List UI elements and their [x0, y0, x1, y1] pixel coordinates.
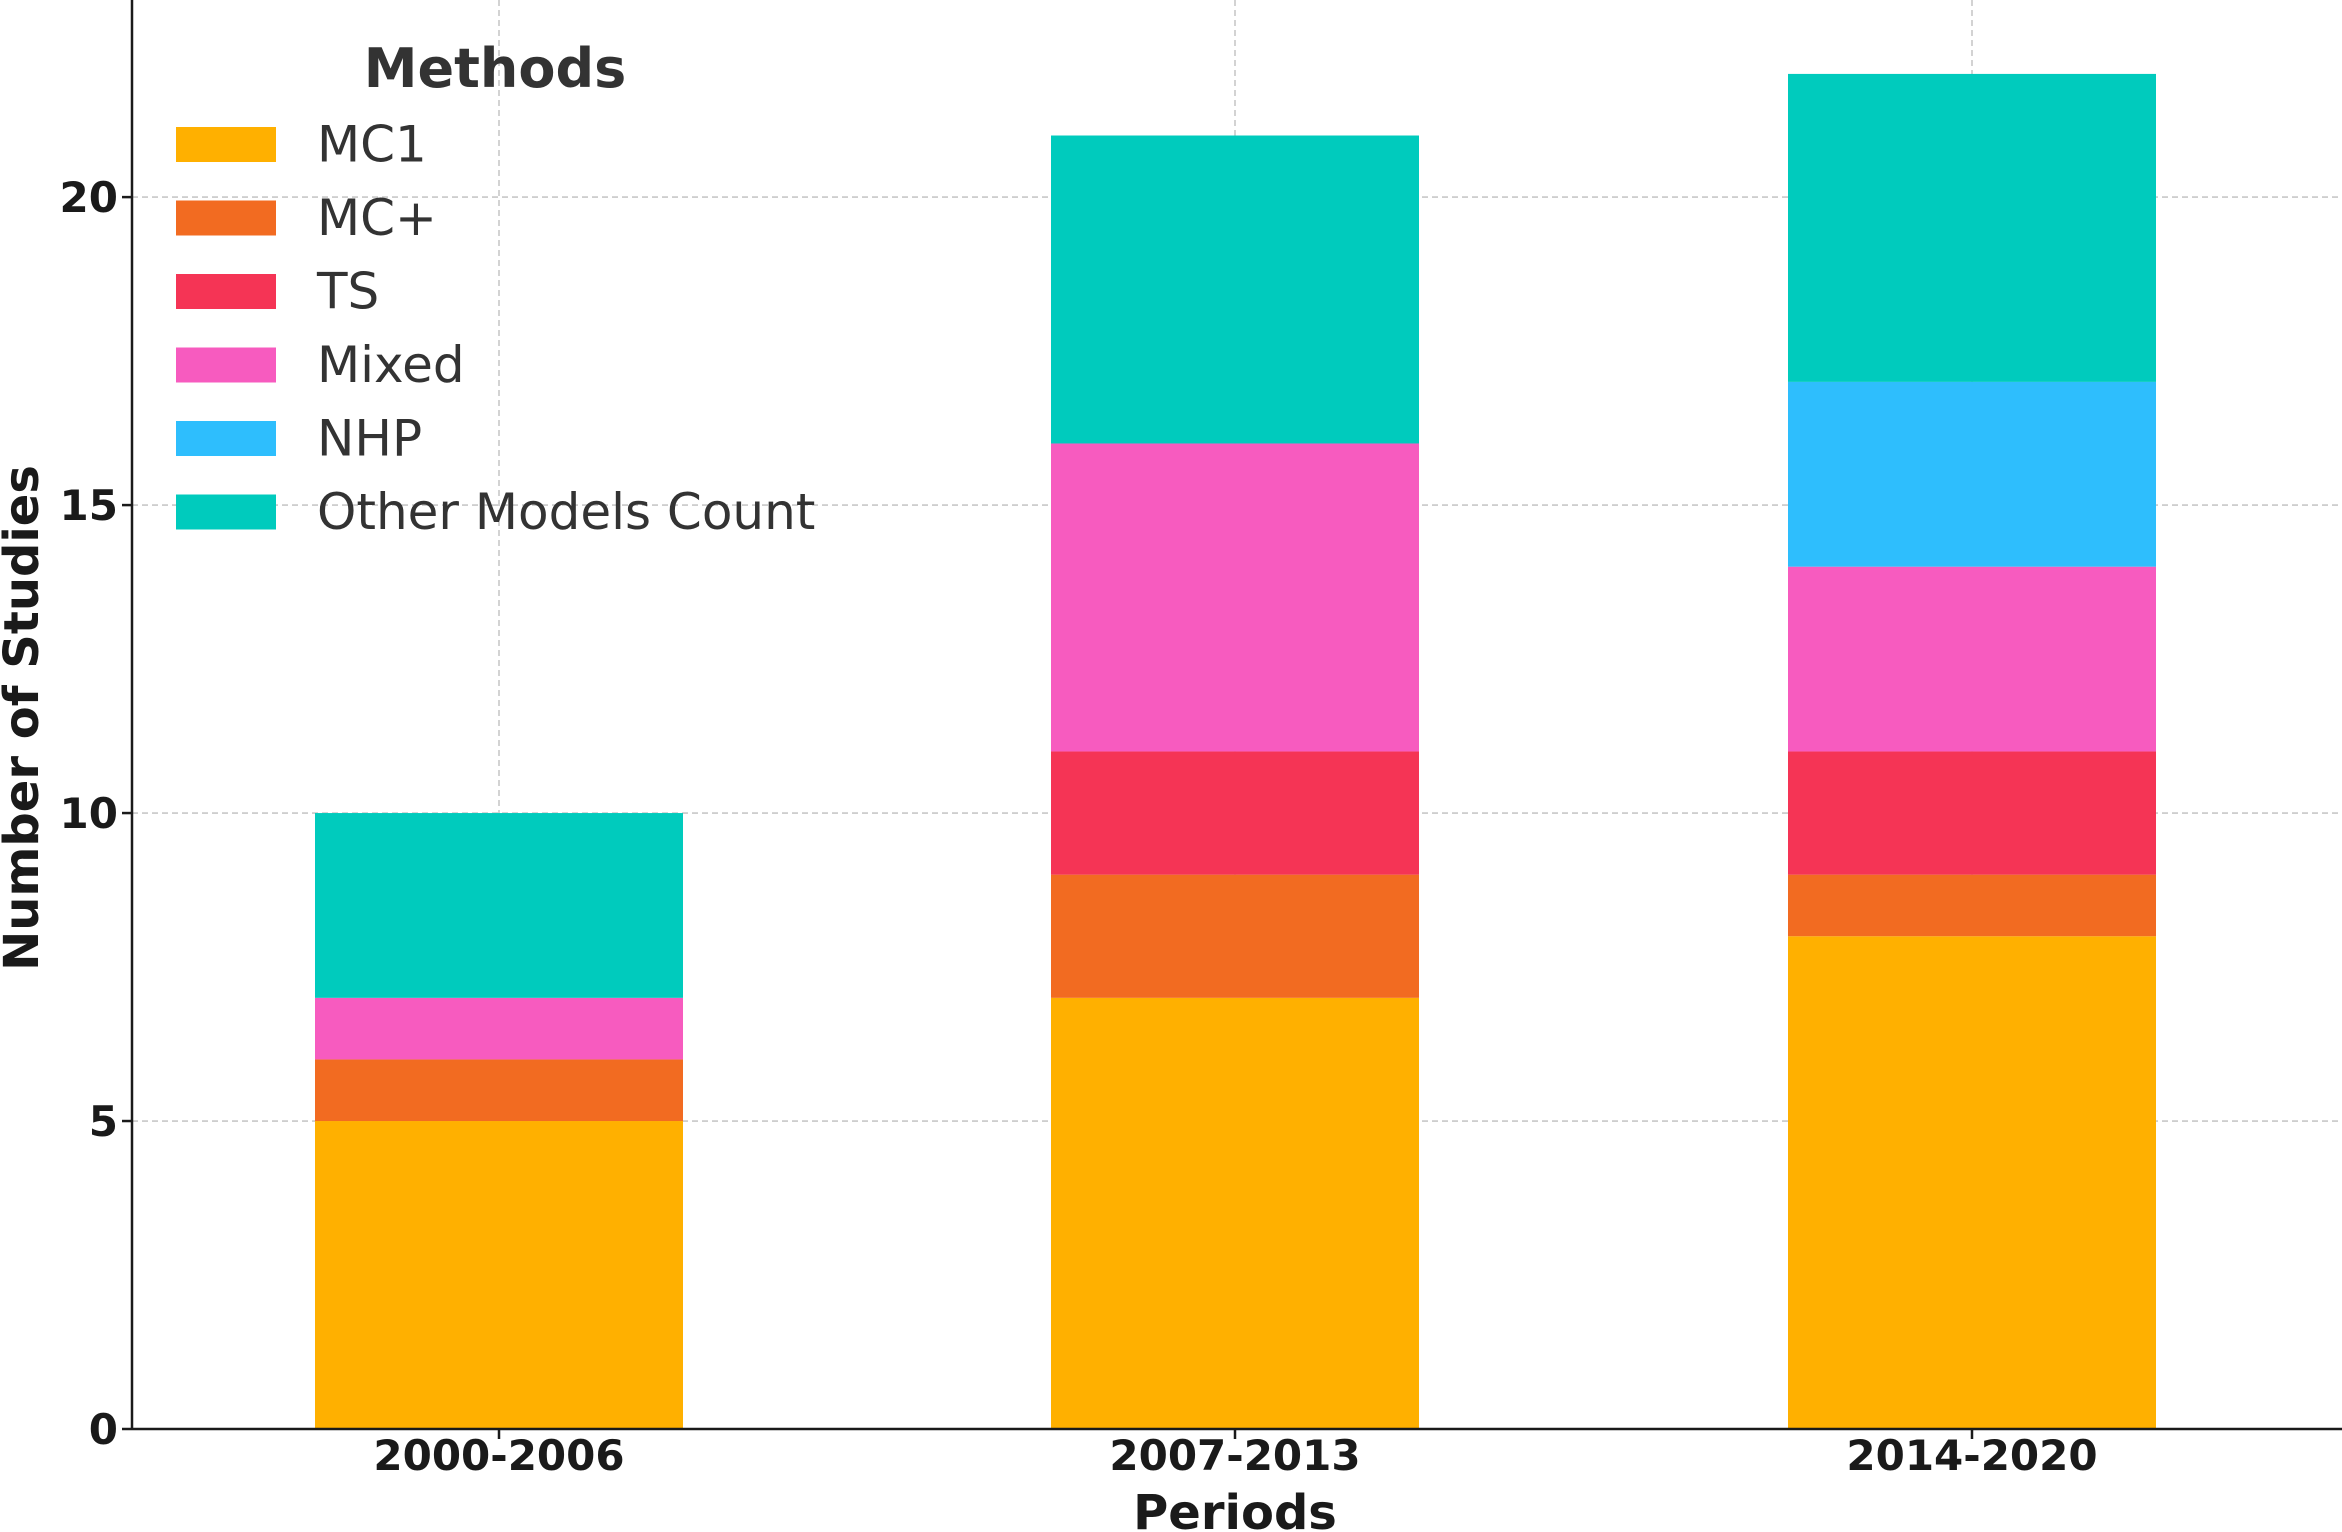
bar-segment	[1788, 73, 2156, 382]
axes: 0 5 10 15 20 2000-2006 2007-2013 2014-2020	[60, 0, 2342, 1480]
y-tick-label: 5	[89, 1097, 118, 1146]
bar-segment	[315, 813, 683, 998]
legend-label: MC1	[317, 116, 427, 174]
bar-segment	[1051, 751, 1419, 875]
y-tick-label: 10	[60, 789, 118, 838]
bar-segment	[315, 1121, 683, 1429]
x-axis-label: Periods	[1133, 1485, 1337, 1532]
bar-segment	[315, 1059, 683, 1122]
y-tick-label: 15	[60, 481, 118, 530]
legend-swatch	[176, 421, 276, 456]
x-tick-label: 2000-2006	[373, 1431, 624, 1480]
bar-segment	[1051, 443, 1419, 752]
y-axis-label: Number of Studies	[0, 465, 50, 971]
legend-swatch	[176, 127, 276, 162]
legend-title: Methods	[364, 37, 627, 100]
legend-swatch	[176, 494, 276, 530]
bar-segment	[1051, 135, 1419, 444]
legend-label: Other Models Count	[317, 483, 815, 541]
x-tick-label: 2007-2013	[1109, 1431, 1360, 1480]
x-tick-label: 2014-2020	[1846, 1431, 2097, 1480]
legend-swatch	[176, 200, 276, 236]
legend-swatch	[176, 274, 276, 309]
bar-segment	[1788, 874, 2156, 937]
bar-segment	[315, 997, 683, 1060]
legend: Methods MC1 MC+ TS Mixed NHP Other Models Cou…	[176, 37, 815, 541]
legend-label: TS	[316, 263, 379, 321]
y-tick-label: 20	[60, 173, 118, 222]
bar-segment	[1051, 874, 1419, 998]
legend-label: MC+	[317, 189, 437, 247]
bar-segment	[1788, 936, 2156, 1429]
legend-label: Mixed	[317, 336, 465, 394]
bar-segment	[1788, 751, 2156, 875]
legend-label: NHP	[317, 410, 422, 468]
bar-segment	[1788, 566, 2156, 752]
y-tick-label: 0	[89, 1405, 118, 1454]
bar-segment	[1788, 381, 2156, 567]
legend-swatch	[176, 347, 276, 383]
bars	[315, 73, 2156, 1429]
bar-segment	[1051, 997, 1419, 1429]
